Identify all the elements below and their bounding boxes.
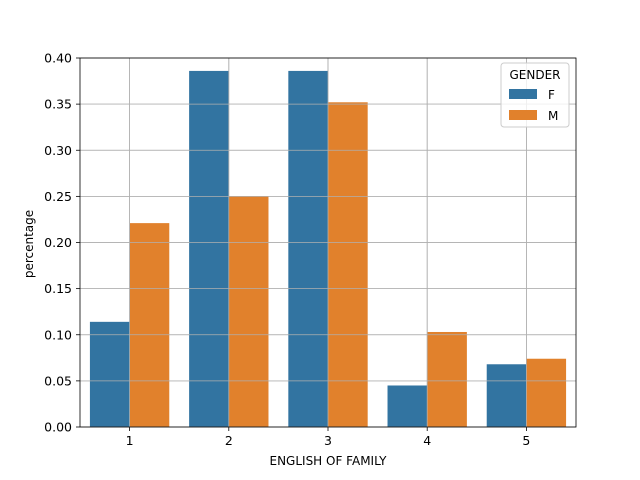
x-tick-label: 1 [126, 433, 134, 448]
x-tick-labels: 1 2 3 4 5 [126, 433, 531, 448]
legend-swatch-m [509, 110, 537, 120]
x-tick-label: 2 [225, 433, 233, 448]
y-tick-labels: 0.00 0.05 0.10 0.15 0.20 0.25 0.30 0.35 0.40 [44, 51, 72, 435]
y-tick-label: 0.25 [44, 189, 72, 204]
bar-m-3 [328, 102, 368, 427]
legend: GENDER F M [500, 62, 570, 128]
bar-f-3 [288, 70, 328, 427]
y-tick-label: 0.10 [44, 327, 72, 342]
bars-group [89, 70, 567, 427]
x-tick-label: 4 [423, 433, 431, 448]
bar-f-5 [486, 364, 527, 427]
bar-m-1 [129, 223, 170, 427]
bar-f-2 [189, 70, 229, 427]
axes [76, 57, 527, 431]
y-axis-label: percentage [22, 210, 36, 278]
y-tick-label: 0.15 [44, 281, 72, 296]
grid-overlay [79, 57, 577, 428]
y-tick-label: 0.05 [44, 373, 72, 388]
bar-m-2 [228, 196, 269, 427]
y-tick-label: 0.00 [44, 420, 72, 435]
x-axis-label: ENGLISH OF FAMILY [269, 454, 387, 468]
x-tick-label: 5 [522, 433, 530, 448]
y-tick-label: 0.35 [44, 97, 72, 112]
legend-label-f: F [548, 88, 555, 102]
legend-label-m: M [548, 109, 558, 123]
plot-frame [79, 57, 577, 428]
y-tick-label: 0.40 [44, 51, 72, 66]
legend-title: GENDER [509, 68, 560, 82]
bar-f-1 [89, 321, 130, 427]
y-tick-label: 0.20 [44, 235, 72, 250]
bar-f-4 [387, 385, 428, 427]
x-tick-label: 3 [324, 433, 332, 448]
y-tick-label: 0.30 [44, 143, 72, 158]
legend-swatch-f [509, 89, 537, 99]
bar-m-4 [427, 331, 467, 427]
bar-m-5 [526, 358, 567, 427]
